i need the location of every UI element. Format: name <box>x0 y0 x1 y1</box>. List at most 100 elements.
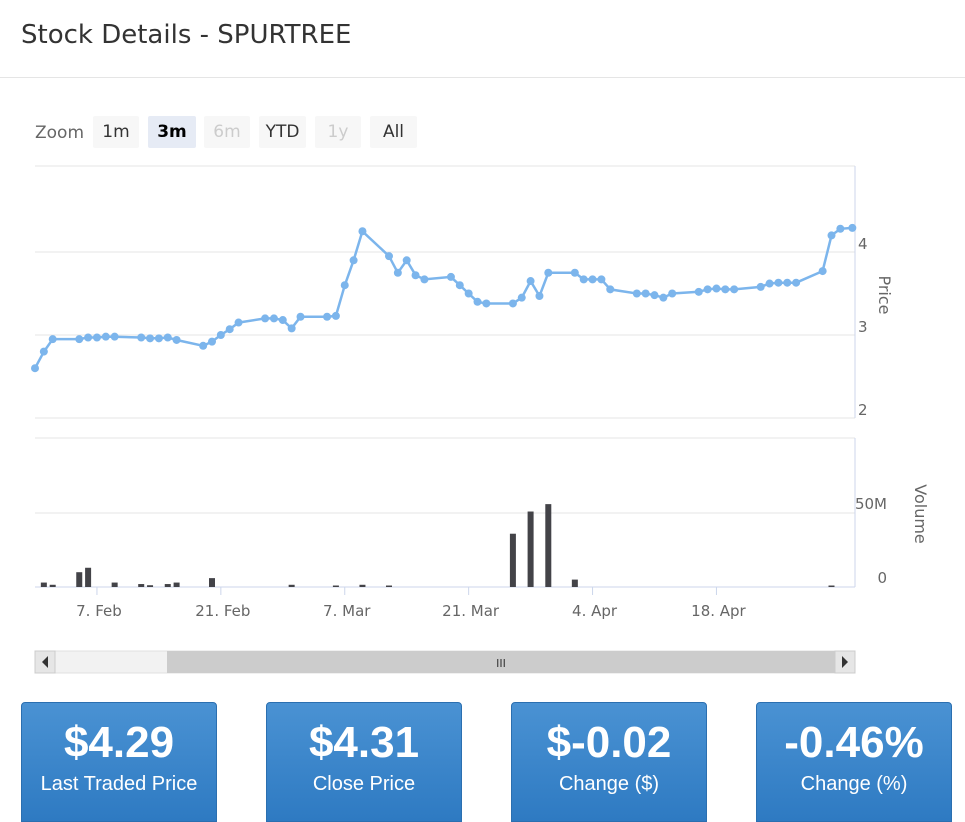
price-point <box>606 285 615 294</box>
price-point <box>84 333 93 342</box>
price-point <box>792 278 801 287</box>
price-point <box>641 289 650 298</box>
volume-bar <box>828 585 835 587</box>
price-point <box>385 252 393 261</box>
price-point <box>31 364 39 373</box>
price-point <box>464 289 473 298</box>
price-point <box>137 333 146 342</box>
price-point <box>402 256 411 265</box>
zoom-button-3m[interactable] <box>148 116 196 148</box>
page-title: Stock Details - SPURTREE <box>21 20 352 50</box>
price-point <box>358 227 367 236</box>
volume-bar <box>85 567 92 587</box>
x-tick-label: 21. Mar <box>442 602 500 620</box>
stat-value: -0.46% <box>784 718 924 767</box>
stat-label: Last Traded Price <box>40 773 198 795</box>
volume-bar <box>209 578 215 587</box>
zoom-button-label: 3m <box>157 122 187 142</box>
price-point <box>783 278 792 287</box>
stat-card-change-dollar: $-0.02 Change ($) <box>511 702 707 822</box>
price-point <box>110 332 119 341</box>
price-point <box>172 335 181 344</box>
price-tick-label: 2 <box>858 401 868 419</box>
price-point <box>287 324 296 333</box>
price-point <box>331 311 340 320</box>
volume-bar <box>40 582 47 587</box>
price-point <box>756 282 765 291</box>
price-point <box>446 272 455 281</box>
price-point <box>668 289 677 298</box>
price-point <box>712 284 721 293</box>
price-point <box>517 293 526 302</box>
price-point <box>393 268 402 277</box>
volume-bar <box>509 533 516 587</box>
zoom-button-label: 6m <box>213 122 240 142</box>
price-point <box>101 332 110 341</box>
price-point <box>482 299 491 308</box>
volume-bar <box>76 572 83 587</box>
stat-card-last-traded: $4.29 Last Traded Price <box>21 702 217 822</box>
price-point <box>703 285 712 294</box>
price-point <box>588 275 597 284</box>
price-point <box>92 333 101 342</box>
navigator-scrollbar-thumb[interactable] <box>167 651 835 673</box>
stat-value: $4.29 <box>63 718 175 767</box>
volume-axis-title: Volume <box>911 484 930 544</box>
zoom-label: Zoom <box>35 123 84 143</box>
volume-bar <box>386 585 392 587</box>
zoom-button-ytd[interactable] <box>259 116 306 148</box>
stat-value: $4.31 <box>308 718 420 767</box>
price-point <box>420 275 429 284</box>
price-point <box>526 277 535 286</box>
x-tick-label: 7. Mar <box>323 602 371 620</box>
zoom-button-label: All <box>383 122 404 142</box>
price-point <box>694 287 703 296</box>
x-tick-label: 18. Apr <box>691 602 746 620</box>
price-point <box>827 231 836 240</box>
price-point <box>659 293 668 302</box>
arrow-right-icon <box>842 656 848 668</box>
zoom-button-1m[interactable] <box>93 116 139 148</box>
price-point <box>340 281 349 290</box>
volume-bar <box>527 511 534 587</box>
price-point <box>323 312 332 321</box>
price-point <box>836 224 845 233</box>
price-point <box>597 275 606 284</box>
page-header: Stock Details - SPURTREE <box>0 0 965 78</box>
zoom-button-label: YTD <box>265 122 300 142</box>
price-point <box>261 314 270 323</box>
volume-bar <box>164 584 171 587</box>
stat-card-change-percent: -0.46% Change (%) <box>756 702 952 822</box>
price-point <box>774 278 783 287</box>
price-point <box>278 316 287 325</box>
price-point <box>269 314 278 323</box>
price-point <box>154 334 163 343</box>
price-point <box>721 285 730 294</box>
price-tick-label: 4 <box>858 235 868 253</box>
arrow-left-icon <box>42 656 48 668</box>
x-tick-label: 21. Feb <box>195 602 250 620</box>
price-point <box>535 291 544 300</box>
price-series-line <box>33 226 853 369</box>
price-point <box>146 334 155 343</box>
zoom-button-label: 1m <box>102 122 129 142</box>
price-point <box>216 331 225 339</box>
zoom-button-all[interactable] <box>370 116 417 148</box>
price-point <box>75 335 84 344</box>
volume-bar <box>571 579 578 587</box>
volume-bar <box>173 582 180 587</box>
stat-card-close-price: $4.31 Close Price <box>266 702 462 822</box>
price-point <box>765 279 774 288</box>
price-point <box>349 256 358 265</box>
price-point <box>579 275 588 284</box>
zoom-button-label: 1y <box>328 122 349 142</box>
price-point <box>544 268 553 277</box>
stat-label: Change (%) <box>800 773 908 795</box>
stock-chart: Zoom 1m 3m 6m YTD 1y All 2 3 4 0 50M Price Volume 7. F… <box>31 116 930 674</box>
price-point <box>570 268 579 277</box>
x-tick-label: 7. Feb <box>76 602 122 620</box>
price-point <box>818 267 827 276</box>
price-point <box>730 285 739 294</box>
price-point <box>163 333 172 342</box>
price-tick-label: 3 <box>858 318 868 336</box>
